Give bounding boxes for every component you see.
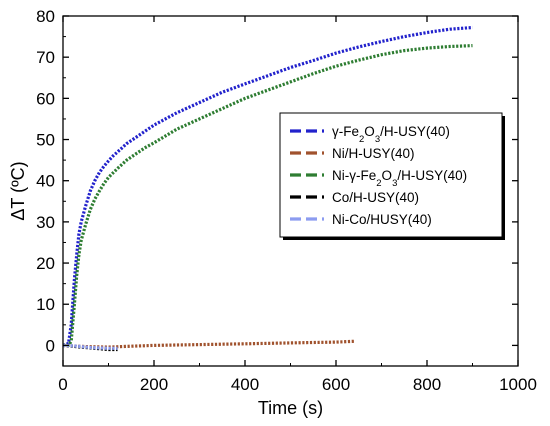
x-tick-label: 0 xyxy=(58,375,67,394)
x-tick-label: 600 xyxy=(322,375,350,394)
legend-label-part: γ-Fe xyxy=(332,124,359,139)
y-tick-label: 10 xyxy=(36,295,55,314)
series-line xyxy=(63,44,473,347)
legend-label: γ-Fe2O3/H-USY(40) xyxy=(332,124,450,145)
legend-label: Ni-Co/HUSY(40) xyxy=(332,212,432,227)
series-layer xyxy=(62,25,473,352)
legend-label: Ni/H-USY(40) xyxy=(332,146,415,161)
legend-label-part: Ni-Co/HUSY(40) xyxy=(332,212,432,227)
y-tick-label: 0 xyxy=(46,336,55,355)
x-tick-label: 200 xyxy=(140,375,168,394)
y-tick-label: 60 xyxy=(36,89,55,108)
legend-label-part: /H-USY(40) xyxy=(397,168,467,183)
series-line xyxy=(62,343,118,350)
x-tick-label: 1000 xyxy=(499,375,537,394)
x-tick-label: 800 xyxy=(413,375,441,394)
y-tick-label: 30 xyxy=(36,213,55,232)
legend-label-part: Ni-γ-Fe xyxy=(332,168,376,183)
legend-label-part: 2 xyxy=(359,134,364,145)
legend-label: Ni-γ-Fe2O3/H-USY(40) xyxy=(332,168,467,189)
legend-label: Co/H-USY(40) xyxy=(332,190,419,205)
series-line xyxy=(62,25,473,347)
y-tick-label: 70 xyxy=(36,48,55,67)
axes: 0 200 400 600 800 1000 0 10 20 30 40 50 60 70 80 xyxy=(36,7,537,394)
y-tick-label: 80 xyxy=(36,7,55,26)
legend-label-part: Ni/H-USY(40) xyxy=(332,146,415,161)
legend-label-part: O xyxy=(364,124,375,139)
legend: γ-Fe2O3/H-USY(40)Ni/H-USY(40)Ni-γ-Fe2O3/… xyxy=(279,112,505,240)
y-tick-label: 50 xyxy=(36,131,55,150)
y-axis-title: ΔT (ºC) xyxy=(8,161,28,220)
series-line xyxy=(62,339,355,349)
y-tick-label: 40 xyxy=(36,172,55,191)
x-tick-label: 400 xyxy=(231,375,259,394)
legend-label-part: 3 xyxy=(392,178,397,189)
legend-label-part: /H-USY(40) xyxy=(380,124,450,139)
legend-label-part: 2 xyxy=(376,178,381,189)
y-tick-label: 20 xyxy=(36,254,55,273)
legend-label-part: 3 xyxy=(375,134,380,145)
x-axis-title: Time (s) xyxy=(258,398,323,418)
legend-label-part: O xyxy=(382,168,393,183)
legend-label-part: Co/H-USY(40) xyxy=(332,190,419,205)
